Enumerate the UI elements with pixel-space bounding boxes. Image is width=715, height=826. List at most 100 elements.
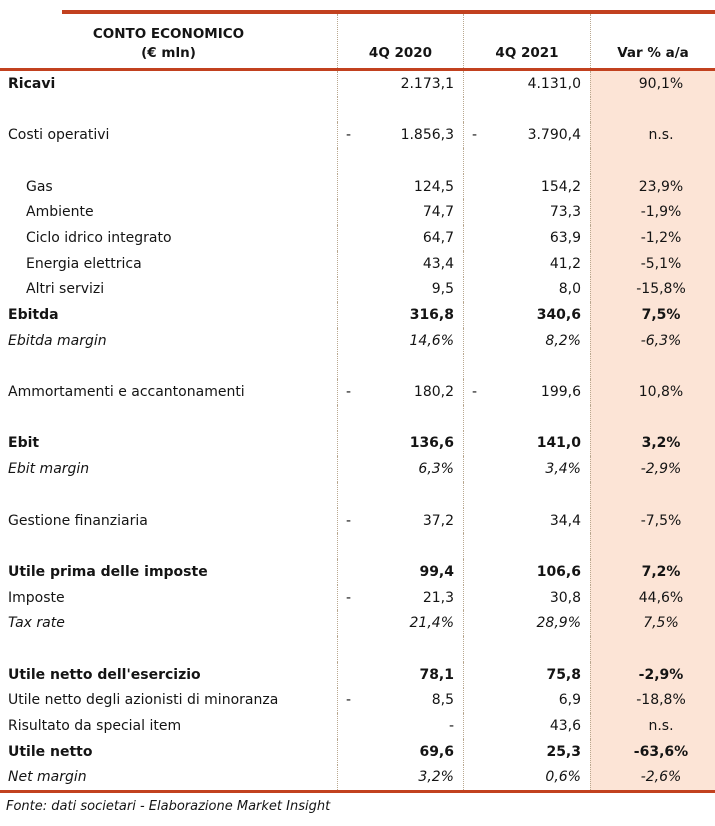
row-label xyxy=(0,97,337,123)
table-row: Ammortamenti e accantonamenti - 180,2 - 199,… xyxy=(0,379,715,405)
cell-4q2021: 28,9% xyxy=(463,610,590,637)
table-row: Ricavi 2.173,1 4.131,0 90,1% xyxy=(0,71,715,97)
cell-4q2020: 78,1 xyxy=(337,661,463,688)
table-row: Ebitda margin 14,6% 8,2% -6,3% xyxy=(0,327,715,354)
cell-var xyxy=(590,404,715,431)
value: 99,4 xyxy=(419,563,454,580)
table-row: Ciclo idrico integrato 64,7 63,9 -1,2% xyxy=(0,225,715,251)
row-label xyxy=(0,405,337,431)
cell-var xyxy=(590,533,715,560)
cell-var: -15,8% xyxy=(590,276,715,303)
cell-4q2020: - 37,2 xyxy=(337,507,463,534)
table-row: Gas 124,5 154,2 23,9% xyxy=(0,173,715,200)
value: 63,9 xyxy=(549,229,581,246)
bottom-rule xyxy=(0,790,715,794)
row-label: Utile netto dell'esercizio xyxy=(8,666,201,683)
cell-4q2020: 99,4 xyxy=(337,559,463,585)
table-row: Tax rate 21,4% 28,9% 7,5% xyxy=(0,610,715,637)
cell-4q2021 xyxy=(463,404,590,431)
spacer-row xyxy=(0,533,715,560)
table-title-cell: CONTO ECONOMICO (€ mln) xyxy=(0,14,337,68)
table-row: Gestione finanziaria - 37,2 34,4 -7,5% xyxy=(0,507,715,534)
value: 78,1 xyxy=(419,666,454,683)
minus-sign: - xyxy=(472,384,478,401)
cell-4q2021: 141,0 xyxy=(463,430,590,457)
cell-4q2021: - 199,6 xyxy=(463,379,590,405)
cell-4q2020: 136,6 xyxy=(337,430,463,457)
cell-4q2020: 21,4% xyxy=(337,610,463,637)
value: 21,4% xyxy=(409,615,454,632)
row-label: Ebit xyxy=(8,435,40,452)
value: 75,8 xyxy=(546,666,581,683)
minus-sign: - xyxy=(472,127,478,144)
cell-4q2021: 75,8 xyxy=(463,661,590,688)
cell-var: n.s. xyxy=(590,122,715,149)
row-label: Ricavi xyxy=(8,75,56,92)
cell-4q2021: 6,9 xyxy=(463,687,590,714)
cell-var xyxy=(590,148,715,174)
minus-sign: - xyxy=(346,127,352,144)
cell-var: -2,9% xyxy=(590,456,715,482)
cell-4q2020: 74,7 xyxy=(337,199,463,226)
cell-4q2020: 124,5 xyxy=(337,173,463,200)
value: 106,6 xyxy=(536,563,581,580)
value: 8,5 xyxy=(431,692,454,709)
table-row: Utile netto degli azionisti di minoranza… xyxy=(0,687,715,714)
cell-4q2021: 41,2 xyxy=(463,250,590,277)
value: - xyxy=(448,718,454,735)
row-label: Utile netto degli azionisti di minoranza xyxy=(8,692,279,709)
value: 37,2 xyxy=(422,512,454,529)
cell-4q2021 xyxy=(463,636,590,662)
cell-4q2021: 3,4% xyxy=(463,456,590,482)
value: 3.790,4 xyxy=(527,127,581,144)
cell-4q2021: 4.131,0 xyxy=(463,71,590,97)
cell-var: 7,5% xyxy=(590,610,715,637)
row-label: Costi operativi xyxy=(8,127,110,144)
cell-var: 7,2% xyxy=(590,559,715,585)
cell-var: -18,8% xyxy=(590,687,715,714)
cell-var: 23,9% xyxy=(590,173,715,200)
value: 180,2 xyxy=(413,384,454,401)
spacer-row xyxy=(0,148,715,174)
cell-4q2021: 34,4 xyxy=(463,507,590,534)
cell-var: -2,9% xyxy=(590,661,715,688)
table-body: Ricavi 2.173,1 4.131,0 90,1% Costi operativi… xyxy=(0,71,715,791)
value: 316,8 xyxy=(409,307,454,324)
value: 6,3% xyxy=(418,461,454,478)
cell-4q2020 xyxy=(337,636,463,662)
value: 3,2% xyxy=(418,769,454,786)
value: 141,0 xyxy=(536,435,581,452)
table-row: Costi operativi - 1.856,3 - 3.790,4 n.s. xyxy=(0,122,715,149)
value: 154,2 xyxy=(540,178,581,195)
minus-sign: - xyxy=(346,384,352,401)
row-label: Ambiente xyxy=(26,204,94,221)
cell-var xyxy=(590,636,715,662)
table-row: Risultato da special item - 43,6 n.s. xyxy=(0,713,715,739)
source-note: Fonte: dati societari - Elaborazione Mar… xyxy=(6,799,331,815)
cell-4q2020: - 1.856,3 xyxy=(337,122,463,149)
value: 340,6 xyxy=(536,307,581,324)
cell-4q2020: 43,4 xyxy=(337,250,463,277)
value: 4.131,0 xyxy=(527,75,581,92)
cell-4q2021: 106,6 xyxy=(463,559,590,585)
col-header-var: Var % a/a xyxy=(590,14,715,68)
row-label: Tax rate xyxy=(8,615,65,632)
spacer-row xyxy=(0,636,715,662)
table-row: Energia elettrica 43,4 41,2 -5,1% xyxy=(0,250,715,277)
cell-var: -1,2% xyxy=(590,225,715,251)
value: 199,6 xyxy=(540,384,581,401)
cell-var xyxy=(590,96,715,123)
cell-var xyxy=(590,482,715,508)
cell-4q2021: 340,6 xyxy=(463,302,590,328)
cell-var: -7,5% xyxy=(590,507,715,534)
cell-var: 10,8% xyxy=(590,379,715,405)
table-header: CONTO ECONOMICO (€ mln) 4Q 2020 4Q 2021 … xyxy=(0,14,715,68)
row-label: Utile netto xyxy=(8,743,93,760)
col-header-4q2021: 4Q 2021 xyxy=(463,14,590,68)
cell-4q2021: 63,9 xyxy=(463,225,590,251)
row-label xyxy=(0,533,337,559)
value: 69,6 xyxy=(419,743,454,760)
cell-4q2020: 3,2% xyxy=(337,764,463,791)
value: 21,3 xyxy=(422,589,454,606)
